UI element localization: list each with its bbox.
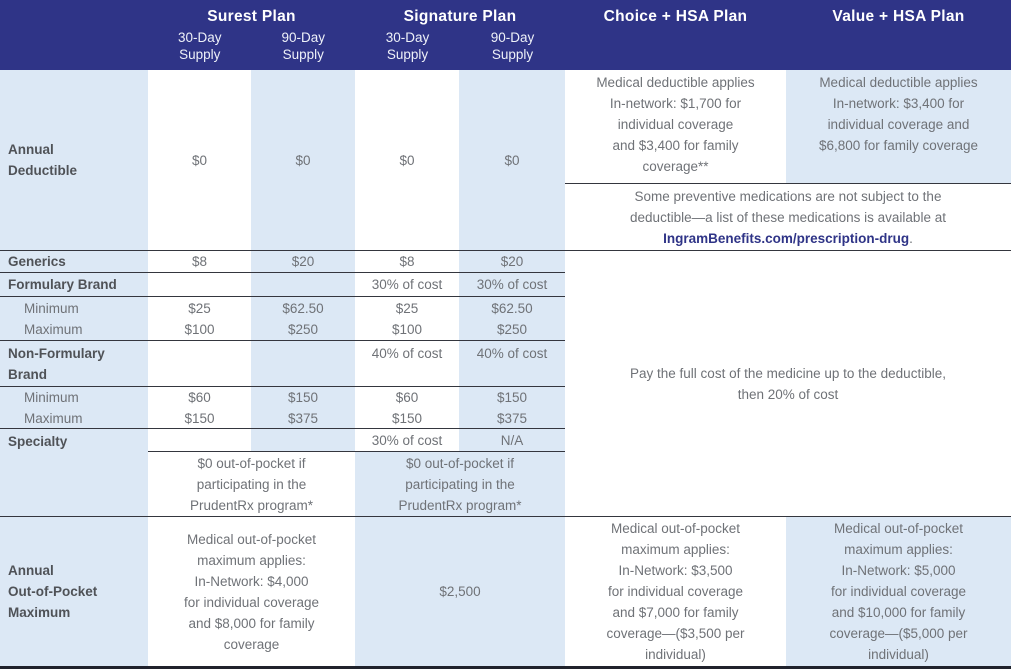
nonformulary-minmax-signature-90: $150 $375 xyxy=(459,386,565,428)
preventive-note-text: Some preventive medications are not subj… xyxy=(630,188,946,225)
prudentrx-signature-note: $0 out-of-pocket if participating in the… xyxy=(355,451,565,516)
surest-plan-title: Surest Plan xyxy=(207,8,296,25)
nonformulary-surest-90-value xyxy=(251,340,355,386)
header-corner-cell xyxy=(0,0,148,70)
nonformulary-minmax-signature-30: $60 $150 xyxy=(355,386,459,428)
specialty-label: Specialty xyxy=(0,428,148,516)
specialty-signature-30-value: 30% of cost xyxy=(355,428,459,451)
signature-supply-labels: 30-Day Supply 90-Day Supply xyxy=(355,29,565,63)
formulary-minmax-surest-90: $62.50 $250 xyxy=(251,296,355,340)
nonformulary-signature-90-value: 40% of cost xyxy=(459,340,565,386)
signature-plan-title: Signature Plan xyxy=(403,8,517,25)
deductible-surest-30-value: $0 xyxy=(148,70,251,250)
nonformulary-surest-30-value xyxy=(148,340,251,386)
header-value-hsa-plan: Value + HSA Plan xyxy=(786,0,1011,70)
specialty-surest-90-value xyxy=(251,428,355,451)
header-signature-plan: Signature Plan 30-Day Supply 90-Day Supp… xyxy=(355,0,565,70)
deductible-value-hsa-note: Medical deductible applies In-network: $… xyxy=(786,70,1011,183)
preventive-link-line: IngramBenefits.com/prescription-drug. xyxy=(663,228,913,249)
nonformulary-minmax-labels: Minimum Maximum xyxy=(0,386,148,428)
deductible-signature-90-value: $0 xyxy=(459,70,565,250)
formulary-minmax-signature-30: $25 $100 xyxy=(355,296,459,340)
specialty-surest-30-value xyxy=(148,428,251,451)
formulary-minmax-signature-90: $62.50 $250 xyxy=(459,296,565,340)
oop-signature-value: $2,500 xyxy=(355,516,565,666)
signature-90-day-supply-label: 90-Day Supply xyxy=(490,30,535,62)
surest-90-day-supply-label: 90-Day Supply xyxy=(281,30,326,62)
header-surest-plan: Surest Plan 30-Day Supply 90-Day Supply xyxy=(148,0,355,70)
preventive-medications-note: Some preventive medications are not subj… xyxy=(565,183,1011,250)
signature-30-day-supply-label: 30-Day Supply xyxy=(385,30,430,62)
nonformulary-minmax-surest-90: $150 $375 xyxy=(251,386,355,428)
hsa-plans-cost-note: Pay the full cost of the medicine up to … xyxy=(565,250,1011,516)
nonformulary-signature-30-value: 40% of cost xyxy=(355,340,459,386)
value-hsa-plan-title: Value + HSA Plan xyxy=(832,8,965,25)
oop-value-hsa-value: Medical out-of-pocket maximum applies: I… xyxy=(786,516,1011,666)
formulary-brand-label: Formulary Brand xyxy=(0,272,148,296)
generics-signature-30-value: $8 xyxy=(355,250,459,272)
oop-choice-hsa-value: Medical out-of-pocket maximum applies: I… xyxy=(565,516,786,666)
surest-supply-labels: 30-Day Supply 90-Day Supply xyxy=(148,29,355,63)
nonformulary-minmax-surest-30: $60 $150 xyxy=(148,386,251,428)
prudentrx-surest-note: $0 out-of-pocket if participating in the… xyxy=(148,451,355,516)
deductible-choice-hsa-note: Medical deductible applies In-network: $… xyxy=(565,70,786,183)
generics-label: Generics xyxy=(0,250,148,272)
annual-deductible-label: Annual Deductible xyxy=(0,70,148,250)
formulary-signature-30-value: 30% of cost xyxy=(355,272,459,296)
formulary-signature-90-value: 30% of cost xyxy=(459,272,565,296)
generics-signature-90-value: $20 xyxy=(459,250,565,272)
annual-oop-maximum-label: Annual Out-of-Pocket Maximum xyxy=(0,516,148,666)
oop-surest-value: Medical out-of-pocket maximum applies: I… xyxy=(148,516,355,666)
benefits-website-link[interactable]: IngramBenefits.com/prescription-drug xyxy=(663,230,910,246)
generics-surest-30-value: $8 xyxy=(148,250,251,272)
formulary-surest-90-value xyxy=(251,272,355,296)
deductible-signature-30-value: $0 xyxy=(355,70,459,250)
preventive-note-suffix: . xyxy=(909,230,913,246)
header-choice-hsa-plan: Choice + HSA Plan xyxy=(565,0,786,70)
formulary-minmax-surest-30: $25 $100 xyxy=(148,296,251,340)
non-formulary-brand-label: Non-Formulary Brand xyxy=(0,340,148,386)
specialty-signature-90-value: N/A xyxy=(459,428,565,451)
choice-hsa-plan-title: Choice + HSA Plan xyxy=(603,8,748,25)
formulary-surest-30-value xyxy=(148,272,251,296)
generics-surest-90-value: $20 xyxy=(251,250,355,272)
deductible-surest-90-value: $0 xyxy=(251,70,355,250)
surest-30-day-supply-label: 30-Day Supply xyxy=(177,30,222,62)
formulary-minmax-labels: Minimum Maximum xyxy=(0,296,148,340)
